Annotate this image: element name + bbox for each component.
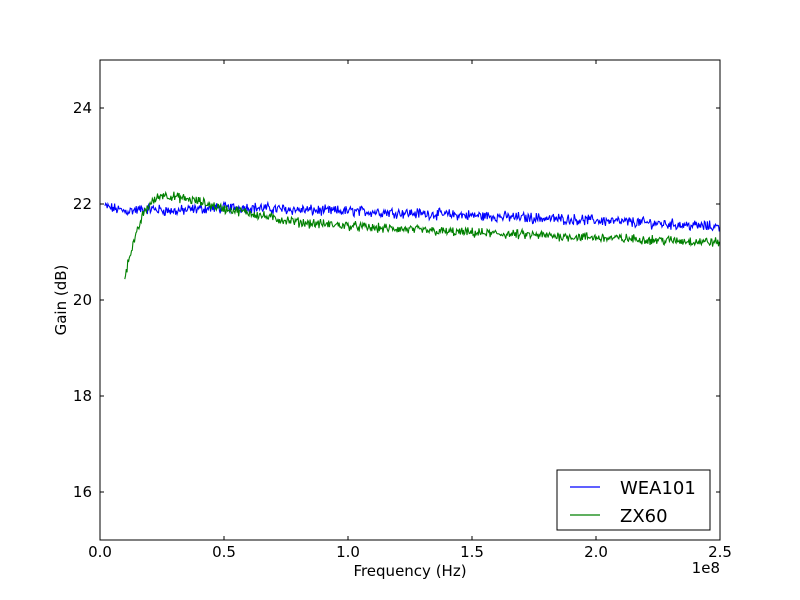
legend-box (556, 469, 711, 531)
x-tick-label: 0.5 (212, 543, 236, 561)
series-line-zx60 (124, 190, 720, 280)
x-tick-label: 0.0 (88, 543, 112, 561)
legend-label-zx60: ZX60 (620, 506, 668, 527)
x-tick-label: 1.0 (336, 543, 360, 561)
y-tick-label: 18 (73, 387, 92, 405)
legend: WEA101 ZX60 (556, 469, 711, 531)
x-tick-label: 2.0 (584, 543, 608, 561)
x-tick-label: 2.5 (708, 543, 732, 561)
y-axis-label: Gain (dB) (52, 265, 70, 336)
series-line-wea101 (104, 200, 720, 232)
x-tick-label: 1.5 (460, 543, 484, 561)
x-offset-label: 1e8 (692, 559, 720, 577)
y-tick-label: 20 (73, 291, 92, 309)
y-tick-label: 24 (73, 99, 92, 117)
legend-label-wea101: WEA101 (620, 478, 696, 499)
y-tick-label: 16 (73, 483, 92, 501)
y-tick-label: 22 (73, 195, 92, 213)
x-axis-label: Frequency (Hz) (353, 562, 466, 580)
